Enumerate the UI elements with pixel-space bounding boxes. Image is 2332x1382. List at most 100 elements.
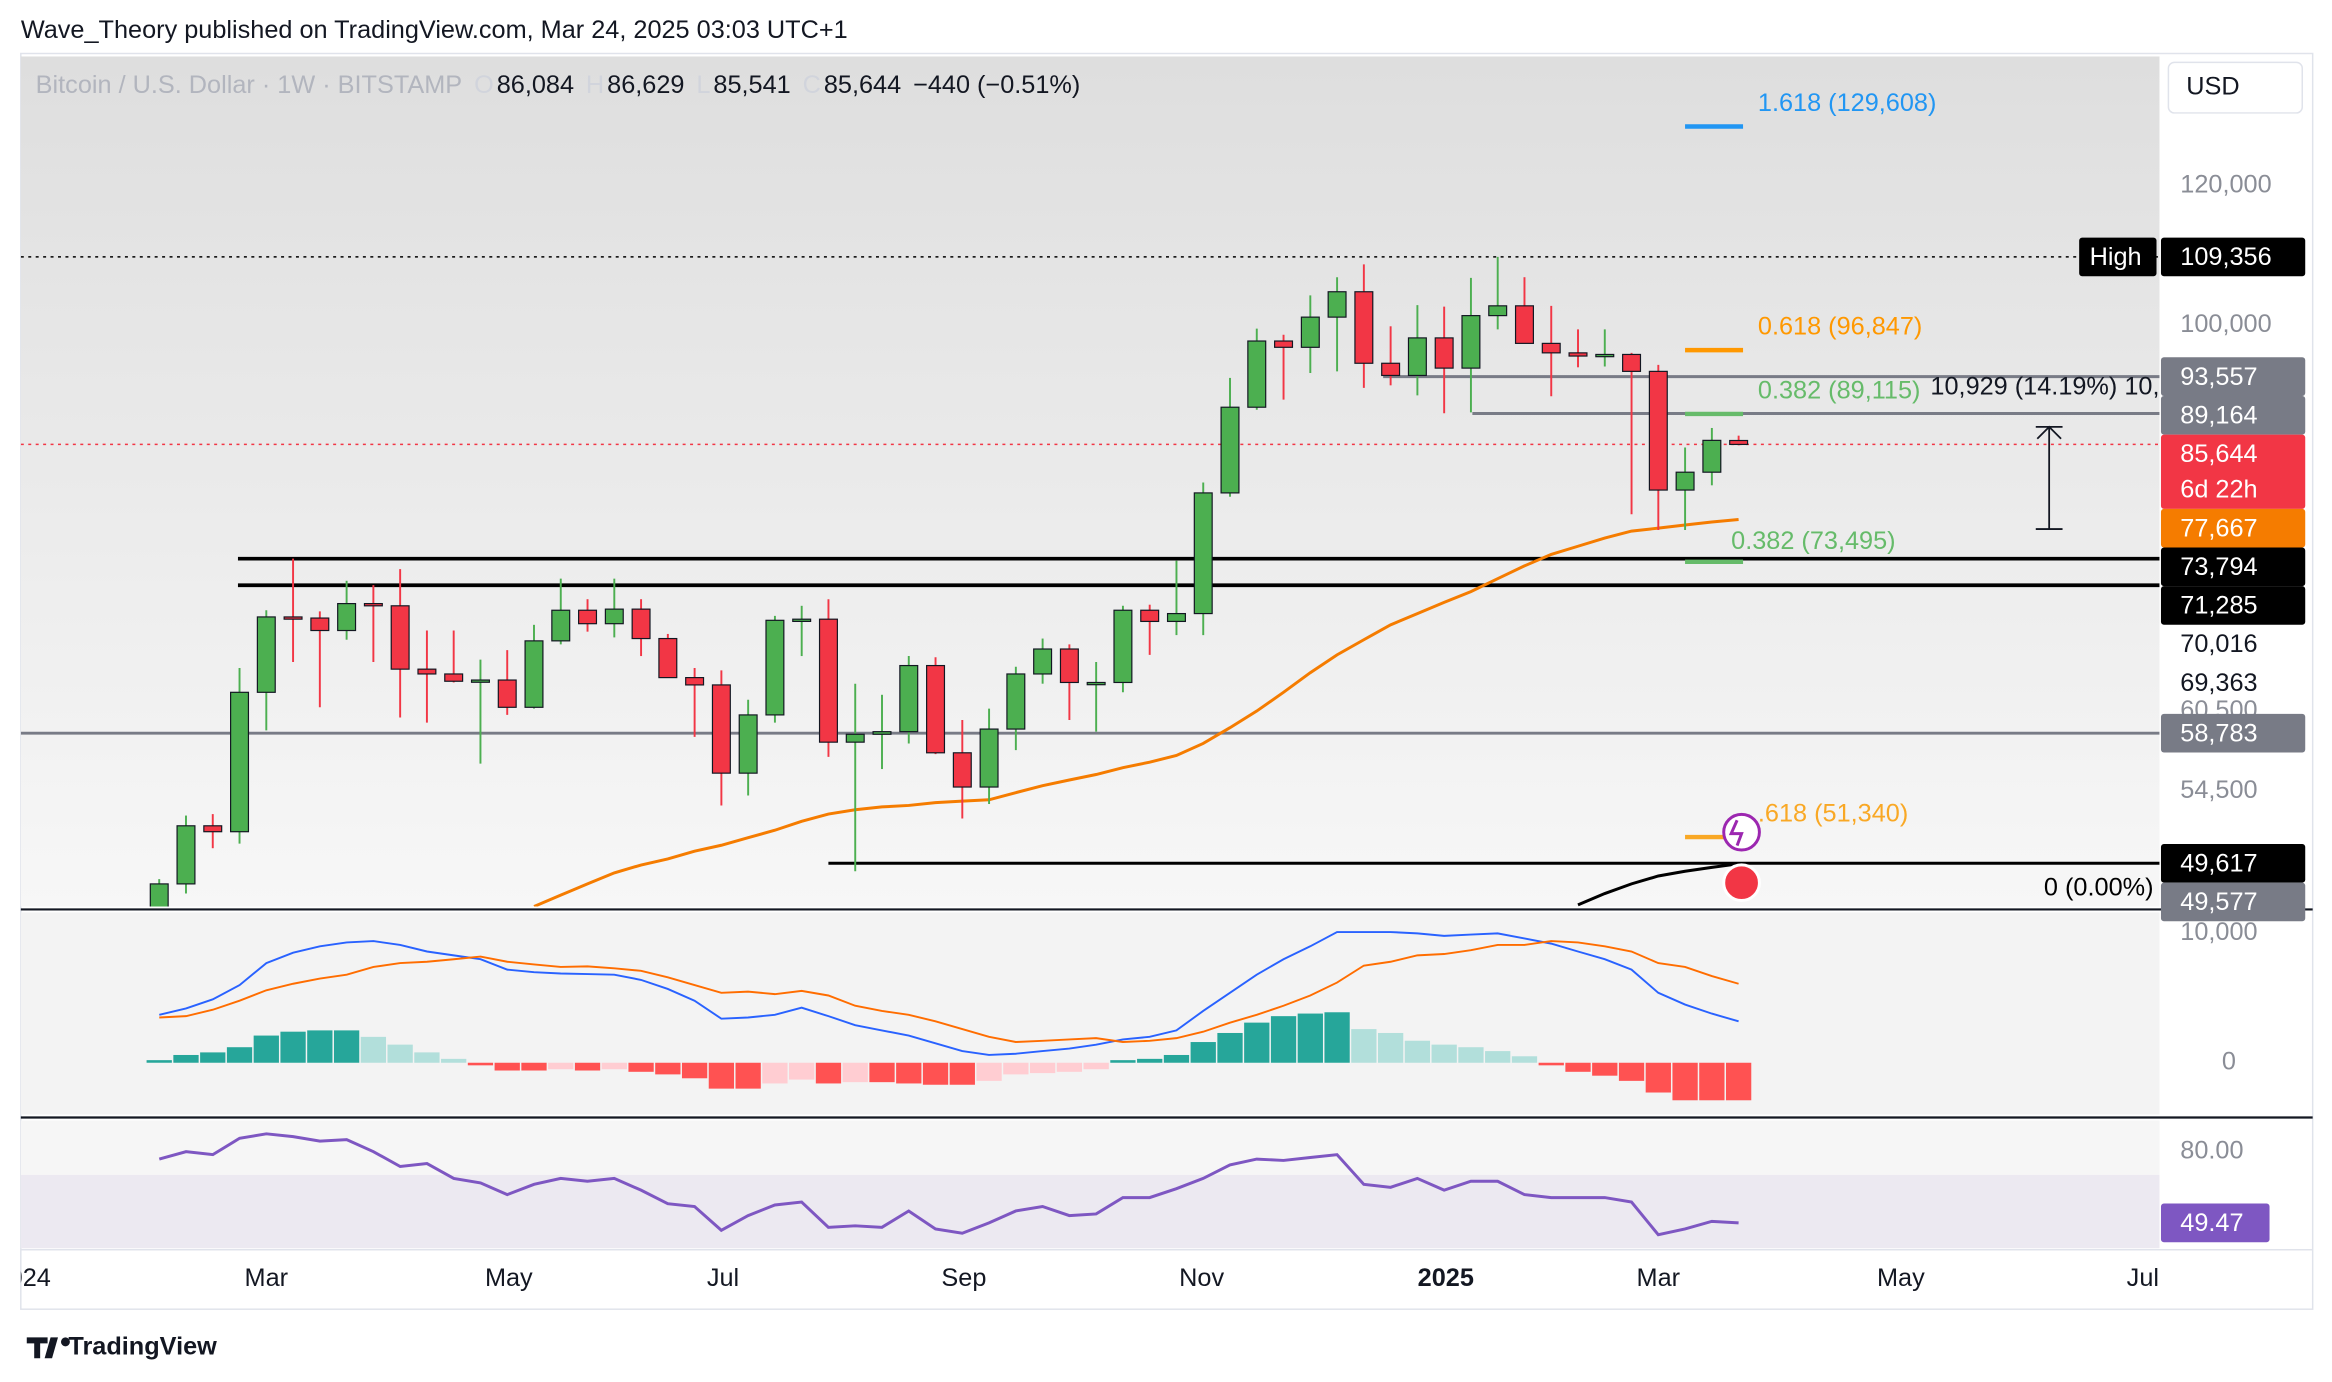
candle-body xyxy=(952,752,972,788)
candle-body xyxy=(497,679,517,708)
fib-label: 0.618 (96,847) xyxy=(1758,312,1922,340)
macd-histogram-bar xyxy=(574,1062,601,1071)
candle-body xyxy=(203,825,223,833)
event-icon-bolt xyxy=(1728,819,1744,847)
price-tag-label: 49,617 xyxy=(2180,849,2257,877)
fib-label: 0 (0.00%) xyxy=(2044,873,2154,901)
candle-body xyxy=(1354,291,1374,364)
candle-body xyxy=(283,616,303,620)
macd-histogram-bar xyxy=(1431,1044,1457,1063)
macd-histogram-bar xyxy=(1163,1054,1190,1063)
signal-line xyxy=(159,940,1739,1043)
macd-histogram-bar xyxy=(1672,1062,1698,1101)
measure-label: 10,929 (14.19%) 10,92 xyxy=(1930,373,2187,401)
candle-body xyxy=(711,684,731,774)
rsi-tag xyxy=(2160,1203,2270,1243)
candle-body xyxy=(1595,353,1615,358)
price-tag-label: 77,667 xyxy=(2180,514,2257,542)
legend-key: L xyxy=(696,71,710,99)
x-tick-label: Jul xyxy=(2127,1264,2159,1292)
event-icon[interactable] xyxy=(1722,812,1761,852)
macd-histogram-bar xyxy=(253,1035,279,1063)
macd-histogram-bar xyxy=(1538,1062,1564,1066)
rsi-tick-label: 80.00 xyxy=(2180,1136,2243,1164)
candle-body xyxy=(1461,315,1481,369)
macd-line xyxy=(159,931,1739,1056)
macd-tick-label: 0 xyxy=(2222,1047,2236,1075)
rsi-band xyxy=(20,1174,2160,1249)
x-tick-label: Jul xyxy=(707,1264,739,1292)
macd-histogram-bar xyxy=(762,1062,788,1084)
x-tick-label: Sep xyxy=(941,1264,986,1292)
time-axis: 2024 Mar May Jul Sep Nov 2025 Mar May Jul xyxy=(21,1264,2159,1292)
fib-label: 1.618 (129,608) xyxy=(1758,89,1936,117)
macd-histogram-bar xyxy=(1297,1013,1323,1063)
macd-histogram-bar xyxy=(1377,1032,1404,1063)
legend-key: H xyxy=(586,71,604,99)
price-tag-label: 70,016 xyxy=(2180,630,2257,658)
price-tag xyxy=(2160,508,2306,548)
candle-body xyxy=(1407,337,1427,377)
macd-histogram-bar xyxy=(1137,1058,1163,1063)
candle-body xyxy=(1381,362,1401,377)
macd-histogram-bar xyxy=(949,1062,975,1085)
macd-histogram-bar xyxy=(896,1062,922,1084)
legend-key: O xyxy=(474,71,494,99)
macd-histogram-bar xyxy=(146,1060,172,1063)
macd-tick-label: 10,000 xyxy=(2180,918,2257,946)
moving-average xyxy=(1577,862,1739,907)
candle-body xyxy=(1327,291,1347,318)
macd-histogram-bar xyxy=(789,1062,815,1080)
legend-value: 86,084 xyxy=(497,71,574,99)
candle-body xyxy=(845,733,865,743)
country-icon[interactable] xyxy=(1722,863,1761,903)
fib-label: 0.382 (89,115) xyxy=(1758,376,1921,404)
macd-histogram-bar xyxy=(601,1062,627,1070)
price-tag-label: 69,363 xyxy=(2180,669,2257,697)
symbol: Bitcoin / U.S. Dollar · 1W · BITSTAMP xyxy=(36,71,462,99)
macd-histogram-bar xyxy=(1003,1062,1029,1075)
price-tag xyxy=(2160,547,2306,587)
rsi-tag-label: 49.47 xyxy=(2180,1209,2243,1237)
main-pane xyxy=(20,56,2160,907)
macd-histogram-bar xyxy=(1699,1062,1725,1101)
candle-body xyxy=(899,664,919,733)
price-tag-label: 71,285 xyxy=(2180,592,2257,620)
candle-body xyxy=(470,679,490,683)
legend-value: 85,644 xyxy=(824,71,901,99)
candle-body xyxy=(1702,439,1722,473)
macd-histogram-bar xyxy=(1725,1062,1752,1101)
macd-histogram-bar xyxy=(922,1062,949,1085)
currency[interactable]: USD xyxy=(2186,72,2239,100)
candle-body xyxy=(337,602,357,632)
macd-histogram-bar xyxy=(441,1058,467,1063)
macd-histogram-bar xyxy=(1511,1056,1538,1063)
price-tag-label: 89,164 xyxy=(2180,401,2257,429)
macd-layer xyxy=(146,931,1752,1101)
price-tag xyxy=(2160,586,2306,625)
price-tag-label: 85,644 xyxy=(2180,440,2257,468)
macd-histogram-bar xyxy=(1351,1029,1377,1063)
macd-histogram-bar xyxy=(280,1031,306,1063)
macd-histogram-bar xyxy=(360,1036,387,1063)
candle-body xyxy=(1247,340,1267,408)
currency-button[interactable] xyxy=(2167,61,2303,114)
candle-body xyxy=(1729,439,1749,446)
candle-body xyxy=(1568,352,1588,357)
candle-body xyxy=(1113,609,1133,684)
candle-body xyxy=(1434,337,1454,369)
fib-label: .618 (51,340) xyxy=(1758,799,1908,827)
y-tick-label: 54,500 xyxy=(2180,776,2257,804)
candle-body xyxy=(792,618,812,623)
macd-histogram-bar xyxy=(735,1062,761,1089)
macd-pane xyxy=(20,912,2160,1115)
macd-histogram-bar xyxy=(976,1062,1002,1081)
candle-body xyxy=(551,609,571,642)
price-tag xyxy=(2160,237,2306,277)
macd-histogram-bar xyxy=(1270,1016,1297,1063)
price-tag-prefix: High xyxy=(2090,243,2142,271)
macd-histogram-bar xyxy=(1244,1022,1270,1063)
candle-body xyxy=(658,637,678,679)
